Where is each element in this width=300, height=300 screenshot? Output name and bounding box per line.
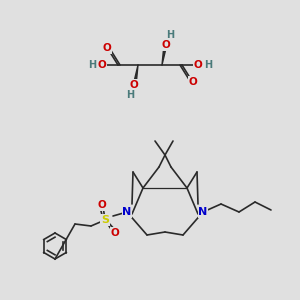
Text: H: H <box>126 90 134 100</box>
Text: O: O <box>111 228 119 238</box>
Text: H: H <box>88 60 96 70</box>
Text: O: O <box>162 40 170 50</box>
Text: O: O <box>98 200 106 210</box>
Text: N: N <box>198 207 208 217</box>
Text: O: O <box>98 60 106 70</box>
Text: H: H <box>166 30 174 40</box>
Text: O: O <box>194 60 202 70</box>
Text: N: N <box>122 207 132 217</box>
Text: O: O <box>130 80 138 90</box>
Text: O: O <box>103 43 111 53</box>
Text: O: O <box>189 77 197 87</box>
Text: S: S <box>101 215 109 225</box>
Polygon shape <box>162 47 166 65</box>
Text: H: H <box>204 60 212 70</box>
Polygon shape <box>134 65 138 83</box>
